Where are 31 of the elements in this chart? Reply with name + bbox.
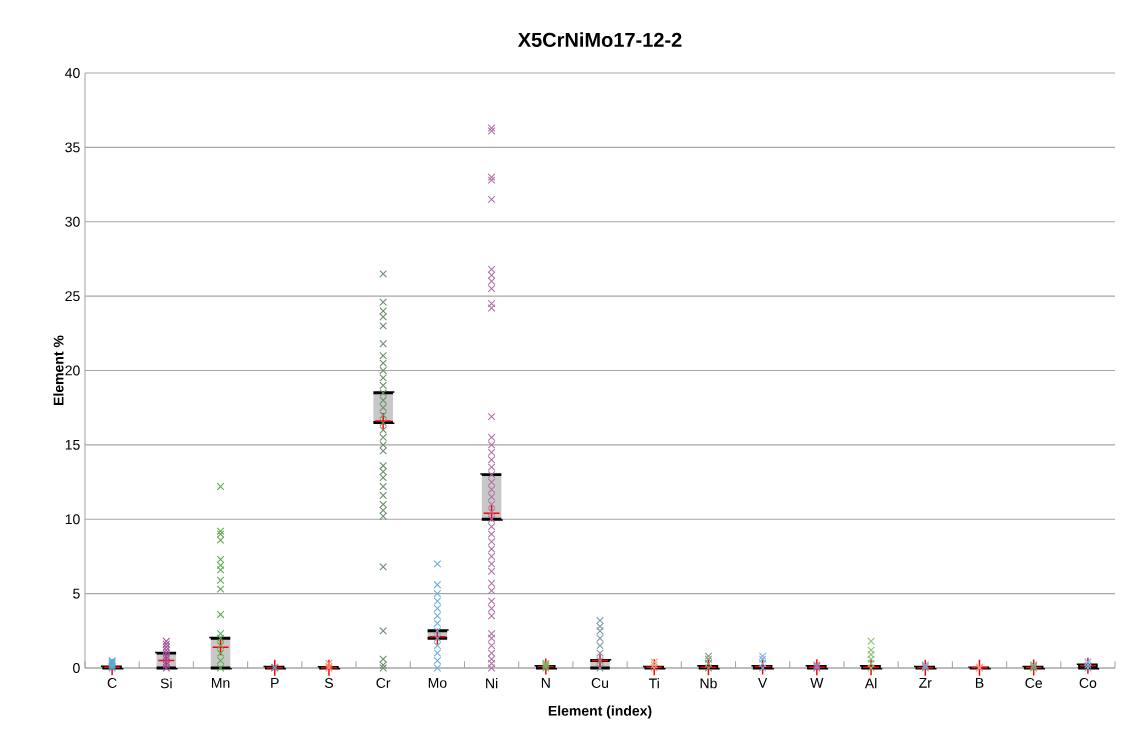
- y-tick-label: 30: [65, 216, 80, 227]
- x-tick-label: Ce: [1025, 678, 1043, 688]
- x-tick-label: W: [810, 678, 824, 688]
- chart-title: X5CrNiMo17-12-2: [517, 32, 682, 47]
- x-tick-label: Cu: [591, 678, 609, 688]
- x-axis-title: Element (index): [548, 705, 652, 719]
- y-tick-label: 20: [65, 365, 80, 376]
- y-tick-label: 10: [65, 514, 80, 525]
- x-tick-label: Cr: [376, 678, 391, 688]
- x-tick-label: Ti: [648, 678, 659, 689]
- y-tick-label: 40: [65, 68, 80, 78]
- x-tick-label: Co: [1079, 678, 1097, 688]
- x-tick-label: Zr: [919, 678, 932, 688]
- y-tick-label: 5: [73, 588, 80, 599]
- x-tick-label: Al: [864, 678, 877, 689]
- x-tick-label: Mn: [211, 678, 230, 688]
- x-tick-label: Ni: [486, 678, 498, 689]
- x-tick-label: P: [271, 678, 279, 688]
- x-tick-label: N: [541, 678, 550, 688]
- x-tick-label: S: [324, 678, 333, 688]
- x-tick-label: B: [975, 678, 984, 688]
- y-tick-label: 35: [65, 142, 80, 153]
- y-tick-label: 25: [65, 291, 80, 302]
- x-tick-label: Mo: [428, 678, 447, 688]
- x-tick-label: Nb: [700, 678, 717, 689]
- x-tick-label: C: [107, 678, 117, 688]
- y-tick-label: 0: [73, 663, 80, 673]
- y-tick-label: 15: [65, 440, 80, 450]
- x-tick-label: V: [758, 678, 768, 688]
- y-axis-title: Element %: [53, 335, 64, 405]
- x-tick-label: Si: [160, 678, 172, 689]
